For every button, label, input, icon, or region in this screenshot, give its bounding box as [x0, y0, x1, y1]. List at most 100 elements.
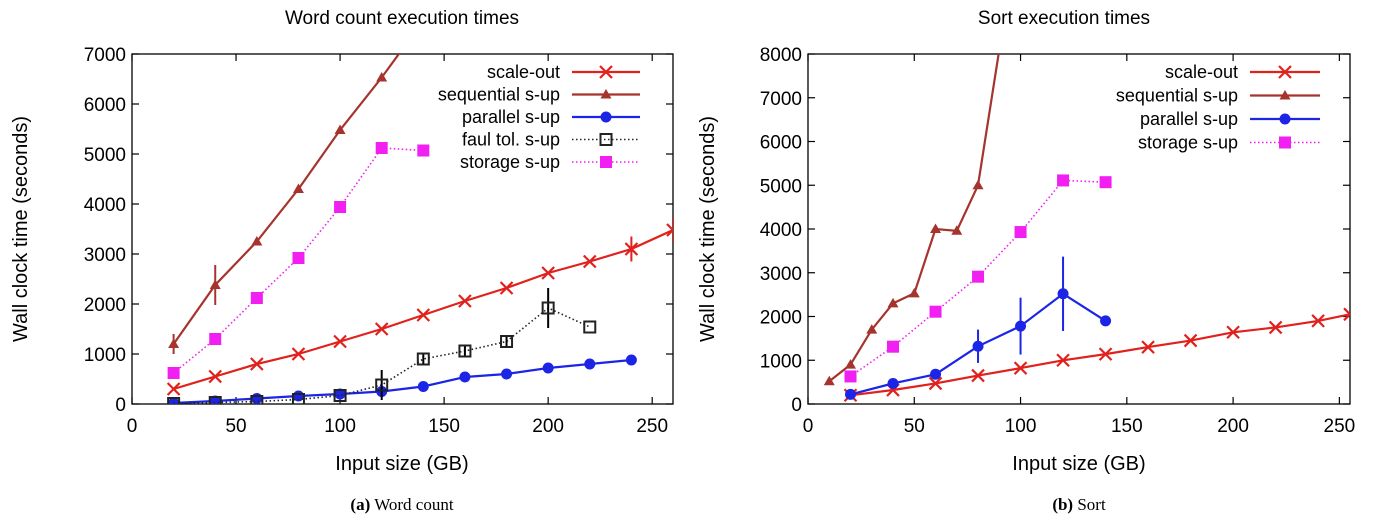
- data-point: [417, 144, 430, 157]
- data-point: [209, 333, 222, 345]
- legend-label: scale-out: [1165, 62, 1238, 82]
- y-tick-label: 8000: [760, 45, 802, 66]
- data-point: [168, 397, 180, 404]
- data-point: [333, 334, 347, 349]
- data-point: [972, 340, 984, 352]
- legend-label: parallel s-up: [1140, 109, 1238, 129]
- data-point: [333, 389, 347, 402]
- data-point: [417, 381, 429, 392]
- x-tick-label: 200: [1217, 416, 1249, 437]
- data-point: [291, 347, 306, 361]
- plot-frame: [131, 53, 674, 405]
- caption-label: (a): [350, 495, 370, 514]
- caption-text: Sort: [1077, 495, 1106, 514]
- legend-marker: [600, 156, 612, 168]
- data-point: [250, 357, 264, 371]
- caption-label: (b): [1052, 495, 1073, 514]
- series-storage-s-up: [167, 142, 430, 379]
- data-point: [250, 292, 263, 304]
- data-point: [501, 368, 513, 380]
- data-point: [1226, 325, 1240, 340]
- data-point: [930, 368, 942, 380]
- data-point: [1015, 320, 1027, 332]
- data-point: [845, 359, 857, 369]
- chart-sort: Sort execution times 0100020003000400050…: [697, 8, 1356, 514]
- legend-label: storage s-up: [1138, 133, 1238, 153]
- legend-label: parallel s-up: [462, 107, 560, 127]
- x-tick-label: 100: [1005, 416, 1037, 437]
- data-point: [584, 358, 596, 370]
- data-point: [166, 382, 181, 396]
- data-point: [541, 301, 555, 315]
- y-tick-label: 4000: [760, 220, 802, 241]
- data-point: [292, 252, 305, 264]
- x-tick-label: 100: [324, 416, 356, 437]
- legend-label: sequential s-up: [1116, 86, 1238, 106]
- y-tick-label: 5000: [84, 145, 126, 166]
- y-tick-label: 6000: [84, 95, 126, 116]
- data-point: [167, 367, 180, 379]
- legend-marker: [1279, 136, 1291, 149]
- y-tick-label: 2000: [84, 295, 126, 316]
- x-tick-label: 250: [1324, 416, 1356, 437]
- data-point: [929, 305, 942, 318]
- data-point: [908, 287, 920, 298]
- chart-title: Sort execution times: [978, 8, 1150, 29]
- data-point: [844, 370, 857, 383]
- data-point: [209, 279, 221, 289]
- data-point: [251, 236, 263, 246]
- x-tick-label: 150: [1111, 416, 1143, 437]
- data-point: [291, 393, 305, 404]
- chart-title: Word count execution times: [285, 8, 519, 29]
- y-tick-label: 3000: [760, 264, 802, 285]
- legend-marker: [600, 89, 612, 99]
- data-point: [1013, 361, 1028, 375]
- data-point: [168, 338, 180, 348]
- legend-label: scale-out: [487, 62, 560, 82]
- data-point: [928, 376, 943, 391]
- data-point: [625, 354, 637, 366]
- data-point: [1098, 347, 1113, 361]
- data-point: [458, 344, 472, 358]
- data-point: [334, 124, 346, 134]
- data-point: [1141, 340, 1155, 354]
- x-tick-label: 0: [803, 416, 814, 437]
- caption-text: Word count: [374, 495, 454, 514]
- y-tick-label: 0: [791, 395, 802, 416]
- x-tick-label: 50: [904, 416, 925, 437]
- legend-marker: [599, 65, 613, 79]
- y-tick-label: 7000: [760, 89, 802, 110]
- series-parallel-s-up: [845, 256, 1112, 400]
- series-sequential-s-up: [823, 54, 1000, 386]
- data-point: [930, 223, 942, 233]
- data-point: [624, 242, 639, 256]
- data-point: [1343, 307, 1350, 322]
- data-point: [972, 179, 984, 190]
- data-point: [459, 371, 471, 383]
- data-point: [1183, 333, 1198, 348]
- series-line: [172, 54, 401, 345]
- y-axis-label: Wall clock time (seconds): [10, 116, 32, 342]
- data-point: [458, 294, 472, 308]
- data-point: [823, 375, 835, 386]
- series-parallel-s-up: [168, 354, 637, 404]
- data-point: [583, 320, 597, 334]
- x-tick-label: 50: [225, 416, 246, 437]
- x-tick-label: 150: [428, 416, 460, 437]
- legend-marker: [1278, 65, 1292, 79]
- caption: (b) Sort: [1052, 495, 1106, 514]
- y-tick-label: 3000: [84, 245, 126, 266]
- x-axis-label: Input size (GB): [335, 453, 468, 475]
- chart-word-count: Word count execution times 0100020003000…: [10, 8, 674, 514]
- data-point: [951, 225, 963, 235]
- data-point: [251, 393, 263, 404]
- data-point: [845, 388, 857, 400]
- data-point: [500, 335, 514, 348]
- x-axis-label: Input size (GB): [1012, 453, 1145, 475]
- caption: (a) Word count: [350, 495, 453, 514]
- data-point: [582, 254, 597, 269]
- legend-label: faul tol. s-up: [462, 130, 560, 150]
- data-point: [1057, 174, 1070, 187]
- data-point: [1014, 226, 1027, 239]
- legend-label: storage s-up: [460, 152, 560, 172]
